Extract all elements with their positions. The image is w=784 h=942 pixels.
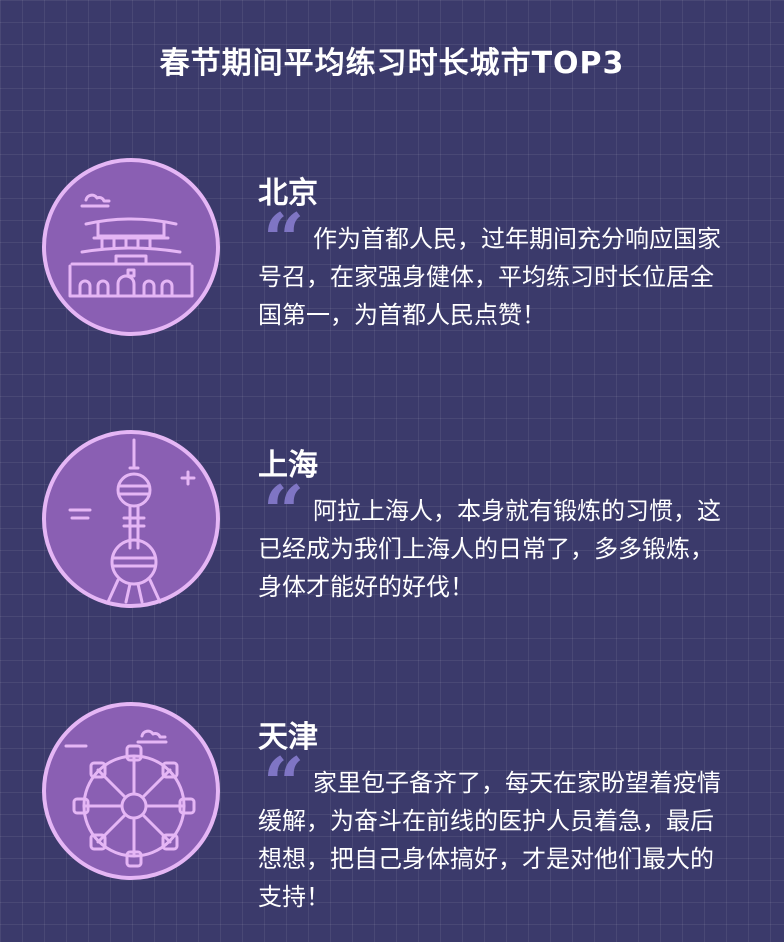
city-card-shanghai: 上海 “ 阿拉上海人，本身就有锻炼的习惯，这已经成为我们上海人的日常了，多多锻炼… <box>0 430 784 660</box>
quote-icon: “ <box>263 469 305 554</box>
city-description: 阿拉上海人，本身就有锻炼的习惯，这已经成为我们上海人的日常了，多多锻炼，身体才能… <box>258 497 721 601</box>
city-description: 作为首都人民，过年期间充分响应国家号召，在家强身健体，平均练习时长位居全国第一，… <box>258 225 721 329</box>
city-card-beijing: 北京 “ 作为首都人民，过年期间充分响应国家号召，在家强身健体，平均练习时长位居… <box>0 158 784 388</box>
city-badge <box>42 430 220 608</box>
city-card-tianjin: 天津 “ 家里包子备齐了，每天在家盼望着疫情缓解，为奋斗在前线的医护人员着急，最… <box>0 702 784 932</box>
city-name: 天津 <box>258 720 318 755</box>
ferris-wheel-icon <box>64 729 196 868</box>
city-name: 上海 <box>258 448 318 483</box>
page-title: 春节期间平均练习时长城市TOP3 <box>159 46 625 81</box>
quote-icon: “ <box>263 197 305 282</box>
city-description: 家里包子备齐了，每天在家盼望着疫情缓解，为奋斗在前线的医护人员着急，最后想想，把… <box>258 769 721 911</box>
tiananmen-icon <box>68 193 194 298</box>
city-badge <box>42 702 220 880</box>
city-name: 北京 <box>258 176 318 211</box>
city-badge <box>42 158 220 336</box>
oriental-pearl-tower-icon <box>68 438 196 604</box>
quote-icon: “ <box>263 741 305 826</box>
